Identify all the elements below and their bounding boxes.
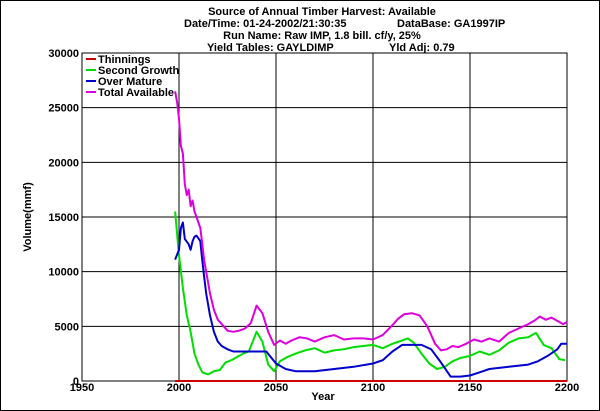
y-tick-label: 0 [73, 376, 79, 388]
y-tick-label: 30000 [48, 48, 79, 60]
series-line-total-available [174, 91, 568, 352]
y-tick-label: 15000 [48, 212, 79, 224]
y-tick-label: 25000 [48, 103, 79, 115]
x-axis-label: Year [311, 391, 335, 403]
header-run-name: Run Name: Raw IMP, 1.8 bill. cf/y, 25% [223, 30, 421, 42]
x-tick-label: 2050 [264, 382, 288, 394]
header-yield-tables: Yield Tables: GAYLDIMP [207, 42, 334, 54]
header-yld-adj: Yld Adj: 0.79 [389, 42, 455, 54]
gridlines [82, 53, 567, 381]
header-database: DataBase: GA1997IP [397, 18, 505, 30]
x-tick-label: 2200 [555, 382, 579, 394]
legend-label-thinnings: Thinnings [98, 54, 151, 66]
x-tick-label: 2150 [458, 382, 482, 394]
y-axis-label: Volume(mmf) [22, 182, 34, 252]
legend-label-second-growth: Second Growth [98, 65, 180, 77]
legend-label-total-available: Total Available [98, 87, 174, 99]
header-datetime: Date/Time: 01-24-2002/21:30:35 [184, 18, 346, 30]
chart-title: Source of Annual Timber Harvest: Availab… [208, 6, 436, 18]
axis-ticks: 0 5000 10000 15000 20000 25000 30000 1950 2000 20… [48, 48, 579, 394]
series-line-over-mature [174, 221, 567, 378]
x-tick-label: 2100 [361, 382, 385, 394]
y-tick-label: 20000 [48, 157, 79, 169]
series-line-second-growth [174, 211, 566, 376]
y-tick-label: 10000 [48, 267, 79, 279]
y-tick-label: 5000 [55, 321, 79, 333]
x-tick-label: 1950 [70, 382, 94, 394]
x-tick-label: 2000 [167, 382, 191, 394]
series-lines [174, 91, 568, 382]
legend-label-over-mature: Over Mature [98, 76, 162, 88]
